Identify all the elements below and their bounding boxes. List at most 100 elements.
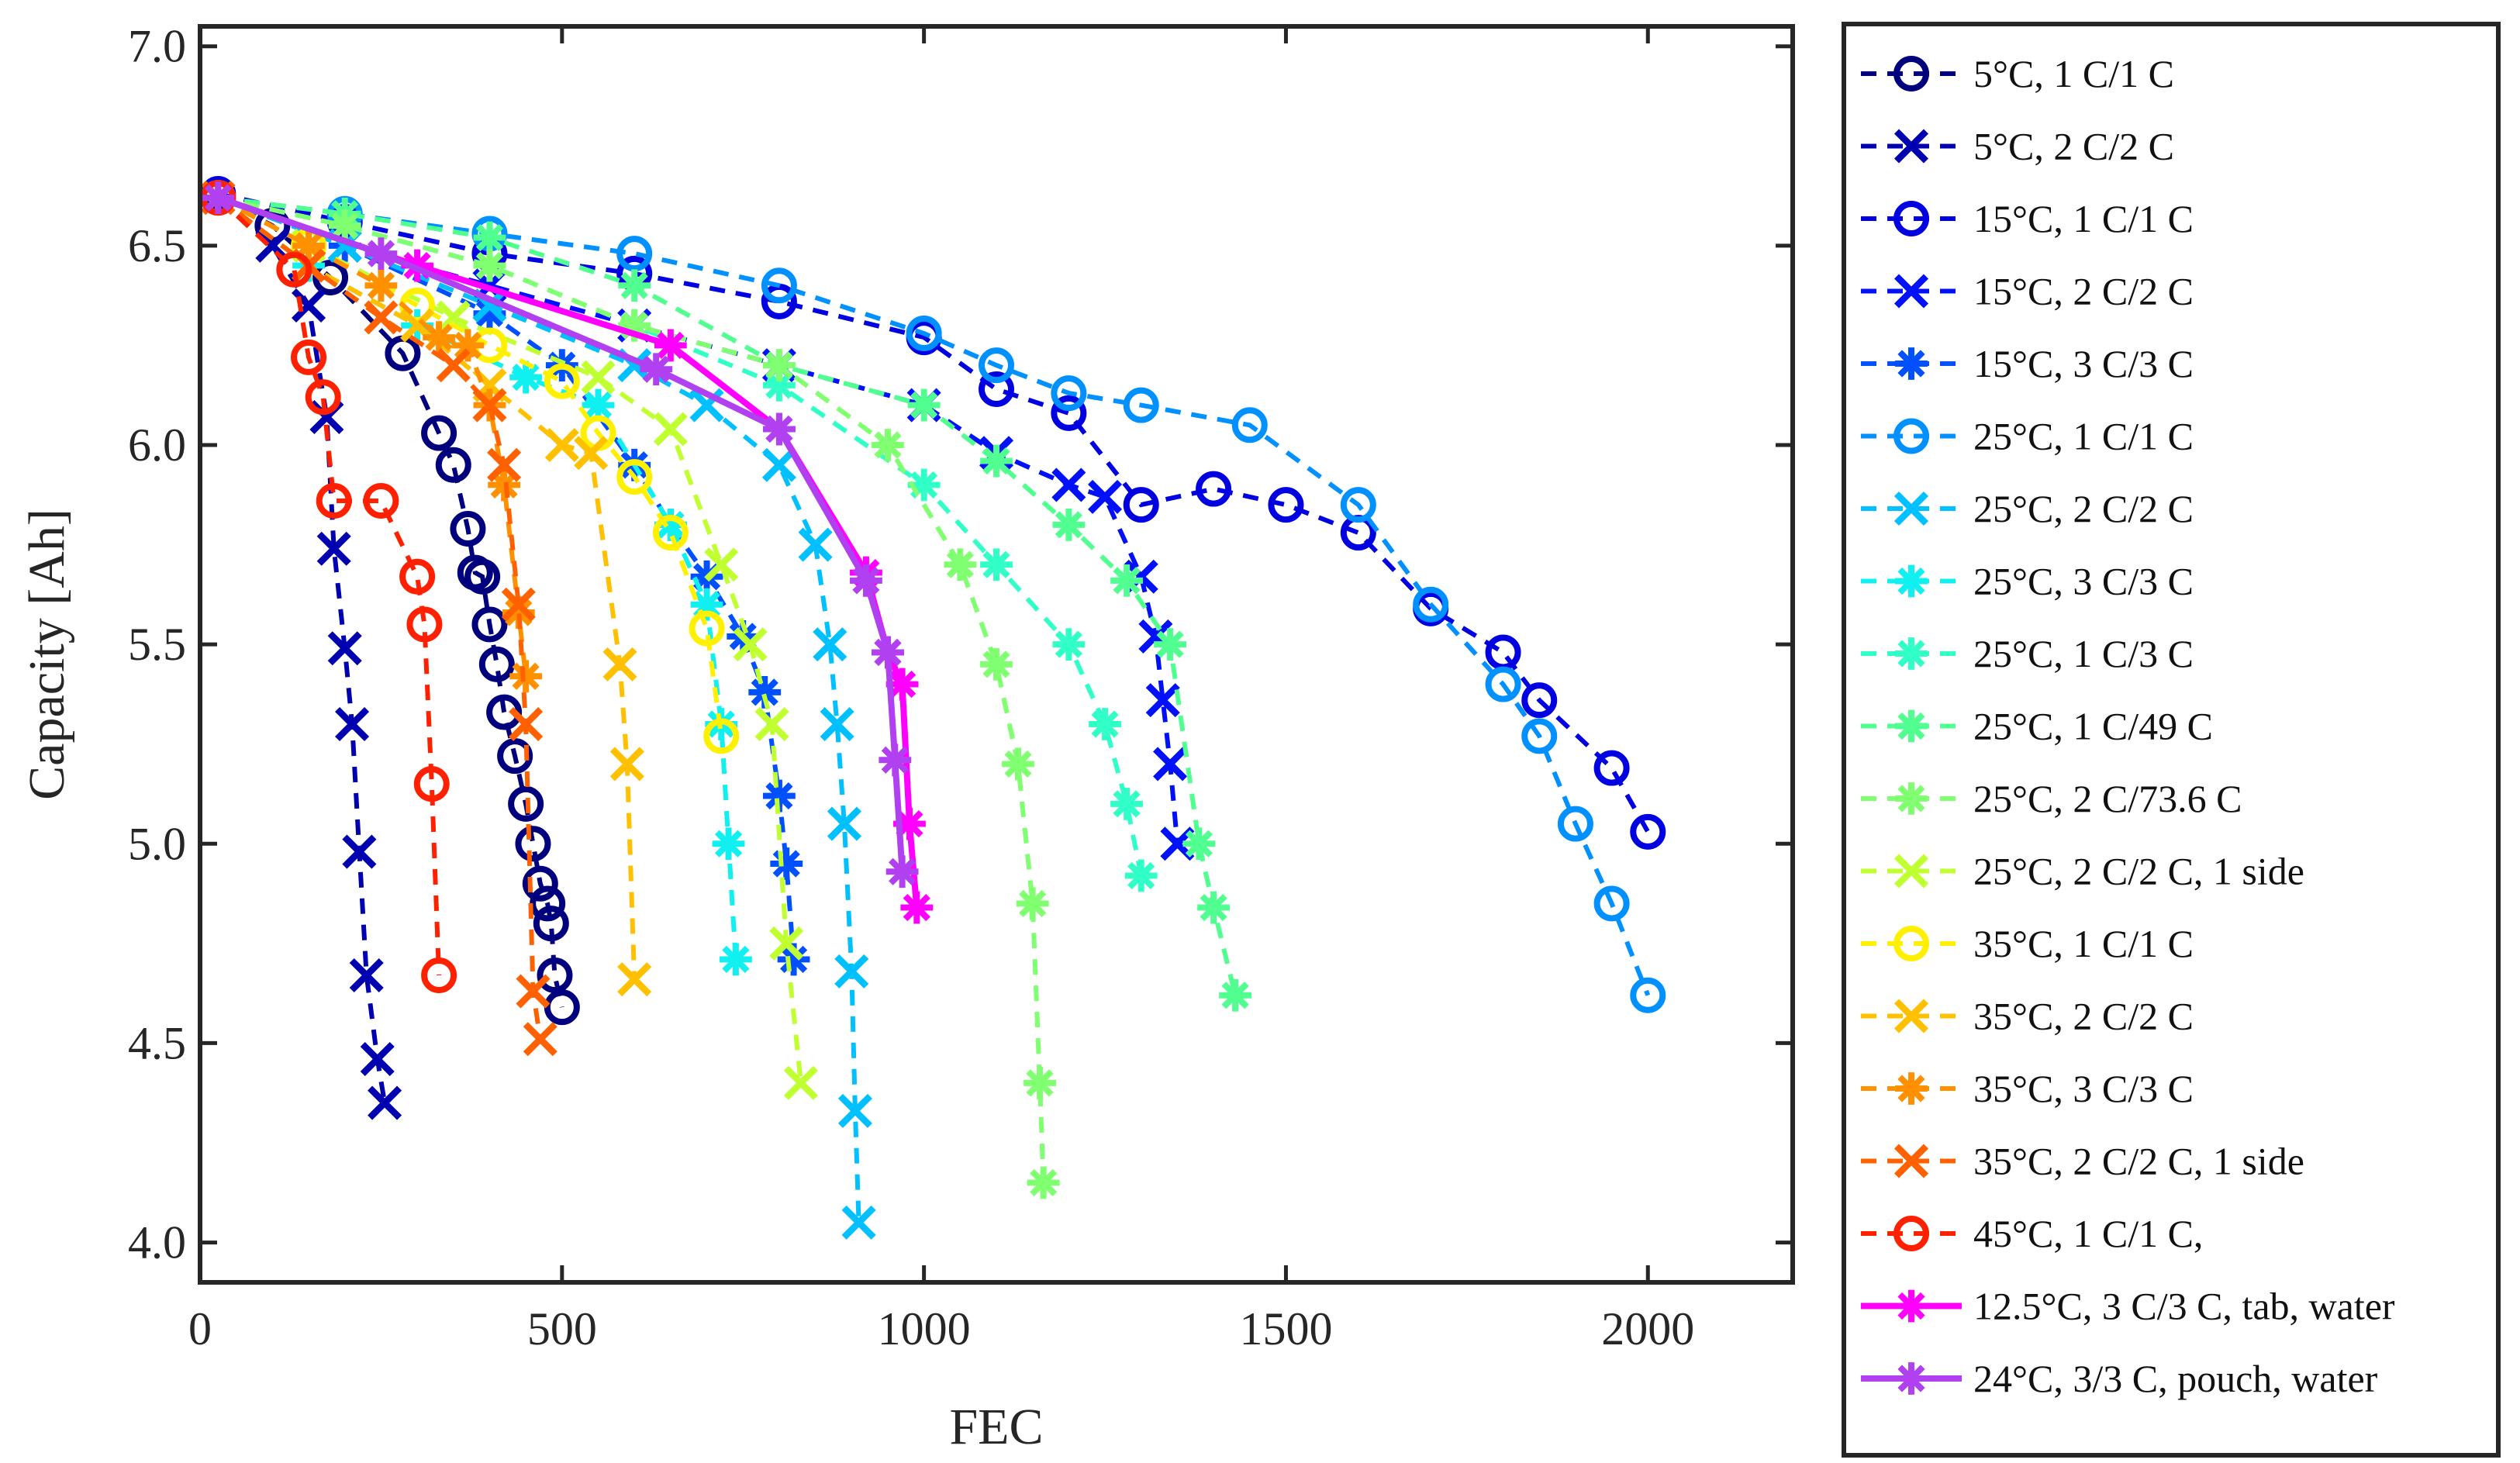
series-6-point-5 <box>761 267 797 304</box>
series-9-point-10 <box>1110 787 1143 820</box>
series-4-point-8 <box>1051 468 1086 502</box>
series-18-point-9 <box>900 891 934 924</box>
series-16-point-8 <box>509 706 544 742</box>
legend: 5°C, 1 C/1 C 5°C, 2 C/2 C 15°C, 1 C/1 C 15°… <box>1842 22 2501 1458</box>
series-17-point-7 <box>399 558 436 595</box>
legend-label: 35°C, 2 C/2 C <box>1973 995 2194 1038</box>
legend-label: 35°C, 3 C/3 C <box>1973 1067 2194 1110</box>
legend-label: 5°C, 2 C/2 C <box>1973 125 2174 168</box>
series-7-point-6 <box>761 447 796 482</box>
series-4-point-12 <box>1145 683 1180 718</box>
legend-label: 25°C, 2 C/2 C <box>1973 487 2194 530</box>
series-6-point-4 <box>616 236 653 272</box>
series-11-point-12 <box>1027 1166 1060 1199</box>
series-17-point-2 <box>276 251 312 288</box>
series-2-point-5 <box>316 531 351 566</box>
series-6-point-6 <box>906 316 942 351</box>
series-19-point-6 <box>872 636 904 669</box>
series-10-point-6 <box>907 388 941 422</box>
series-19-point-3 <box>640 353 673 386</box>
series-3-point-9 <box>1123 487 1159 523</box>
series-10-point-8 <box>1052 508 1086 541</box>
series-13-point-8 <box>652 515 689 551</box>
series-19 <box>202 181 919 888</box>
series-11-point-3 <box>473 249 506 282</box>
series-17-point-4 <box>305 379 341 416</box>
series-12-line <box>216 195 803 1084</box>
legend-label: 25°C, 1 C/49 C <box>1973 705 2213 748</box>
legend-label: 35°C, 1 C/1 C <box>1973 922 2194 965</box>
legend-label: 24°C, 3/3 C, pouch, water <box>1973 1357 2378 1400</box>
legend-marker-swatch <box>1895 1362 1928 1395</box>
legend-label: 15°C, 1 C/1 C <box>1973 197 2194 240</box>
series-6-point-8 <box>1051 375 1087 412</box>
legend-item: 25°C, 1 C/49 C <box>1861 705 2213 748</box>
legend-label: 25°C, 1 C/3 C <box>1973 632 2194 675</box>
x-tick-label: 1000 <box>878 1303 971 1354</box>
series-10-point-12 <box>1197 891 1230 924</box>
legend-label: 15°C, 3 C/3 C <box>1973 342 2194 385</box>
series-10-point-13 <box>1219 978 1251 1012</box>
legend-label: 5°C, 1 C/1 C <box>1973 52 2174 95</box>
legend-marker-swatch <box>1893 129 1929 164</box>
legend-item: 25°C, 1 C/1 C <box>1861 415 2194 458</box>
series-6-point-9 <box>1123 387 1159 423</box>
series-6-point-15 <box>1557 806 1593 842</box>
legend-item: 25°C, 2 C/2 C <box>1861 487 2194 530</box>
series-12-point-6 <box>704 547 739 582</box>
series-17-point-9 <box>413 766 450 802</box>
series-3-point-10 <box>1196 471 1232 507</box>
axis-ticks <box>198 26 1793 1282</box>
series-12-point-8 <box>754 706 789 742</box>
series-11-point-5 <box>763 349 796 382</box>
series-11-point-6 <box>872 429 904 461</box>
series-12-point-7 <box>733 627 768 662</box>
legend-label: 25°C, 2 C/2 C, 1 side <box>1973 850 2304 893</box>
legend-item: 45°C, 1 C/1 C, <box>1861 1212 2203 1255</box>
series-12-point-4 <box>581 360 616 395</box>
series-1-point-13 <box>497 738 533 775</box>
legend-label: 25°C, 1 C/1 C <box>1973 415 2194 458</box>
legend-marker-swatch <box>1893 418 1929 454</box>
legend-marker-swatch <box>1893 854 1929 888</box>
series-19-point-1 <box>202 181 235 215</box>
series-7-point-12 <box>837 1093 872 1128</box>
series-14-point-9 <box>617 962 652 997</box>
series-2-point-7 <box>335 706 370 742</box>
series-7-point-8 <box>813 627 847 662</box>
series-1 <box>200 180 580 1026</box>
series-6-point-17 <box>1630 977 1666 1013</box>
series-11-point-9 <box>1002 747 1034 781</box>
series-3-point-15 <box>1521 682 1558 719</box>
series-4-point-9 <box>1088 479 1123 514</box>
series-13-point-10 <box>703 718 740 754</box>
series-17-point-5 <box>316 483 352 519</box>
legend-marker-swatch <box>1893 1216 1929 1251</box>
series-16-point-4 <box>436 348 471 383</box>
y-tick-label: 6.5 <box>128 220 186 271</box>
legend-marker-swatch <box>1893 201 1929 236</box>
series-1-point-5 <box>421 415 457 451</box>
y-tick-label: 4.5 <box>128 1017 186 1068</box>
series-11-point-7 <box>944 548 977 581</box>
series-17-point-10 <box>421 958 457 993</box>
series-1-point-14 <box>508 785 544 822</box>
series-13-point-5 <box>544 363 580 399</box>
legend-item: 35°C, 2 C/2 C, 1 side <box>1861 1140 2304 1183</box>
series-1-point-12 <box>486 694 523 730</box>
series-13-point-7 <box>616 459 653 495</box>
series-10-point-7 <box>980 444 1013 478</box>
series-6-point-11 <box>1340 487 1376 523</box>
series-19-point-4 <box>763 412 796 446</box>
legend-item: 35°C, 2 C/2 C <box>1861 995 2194 1038</box>
series-7-point-13 <box>841 1205 876 1240</box>
series-16-point-3 <box>364 300 399 335</box>
series-3-line <box>217 192 1650 833</box>
series-1-point-6 <box>435 447 471 483</box>
legend-item: 35°C, 3 C/3 C <box>1861 1067 2194 1110</box>
plot-marks <box>200 176 1666 1240</box>
series-11-line <box>217 195 1046 1183</box>
legend-marker-swatch <box>1893 56 1929 91</box>
series-1-point-15 <box>515 826 551 862</box>
legend-label: 35°C, 2 C/2 C, 1 side <box>1973 1140 2304 1183</box>
